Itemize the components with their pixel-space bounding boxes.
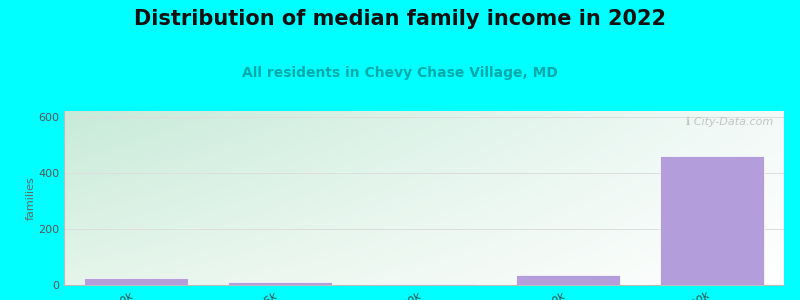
Bar [372,284,476,285]
Bar [84,278,188,285]
Y-axis label: families: families [26,176,35,220]
Bar [660,156,764,285]
Bar [228,282,332,285]
Text: All residents in Chevy Chase Village, MD: All residents in Chevy Chase Village, MD [242,66,558,80]
Text: ℹ City-Data.com: ℹ City-Data.com [686,116,773,127]
Bar [516,275,620,285]
Text: Distribution of median family income in 2022: Distribution of median family income in … [134,9,666,29]
